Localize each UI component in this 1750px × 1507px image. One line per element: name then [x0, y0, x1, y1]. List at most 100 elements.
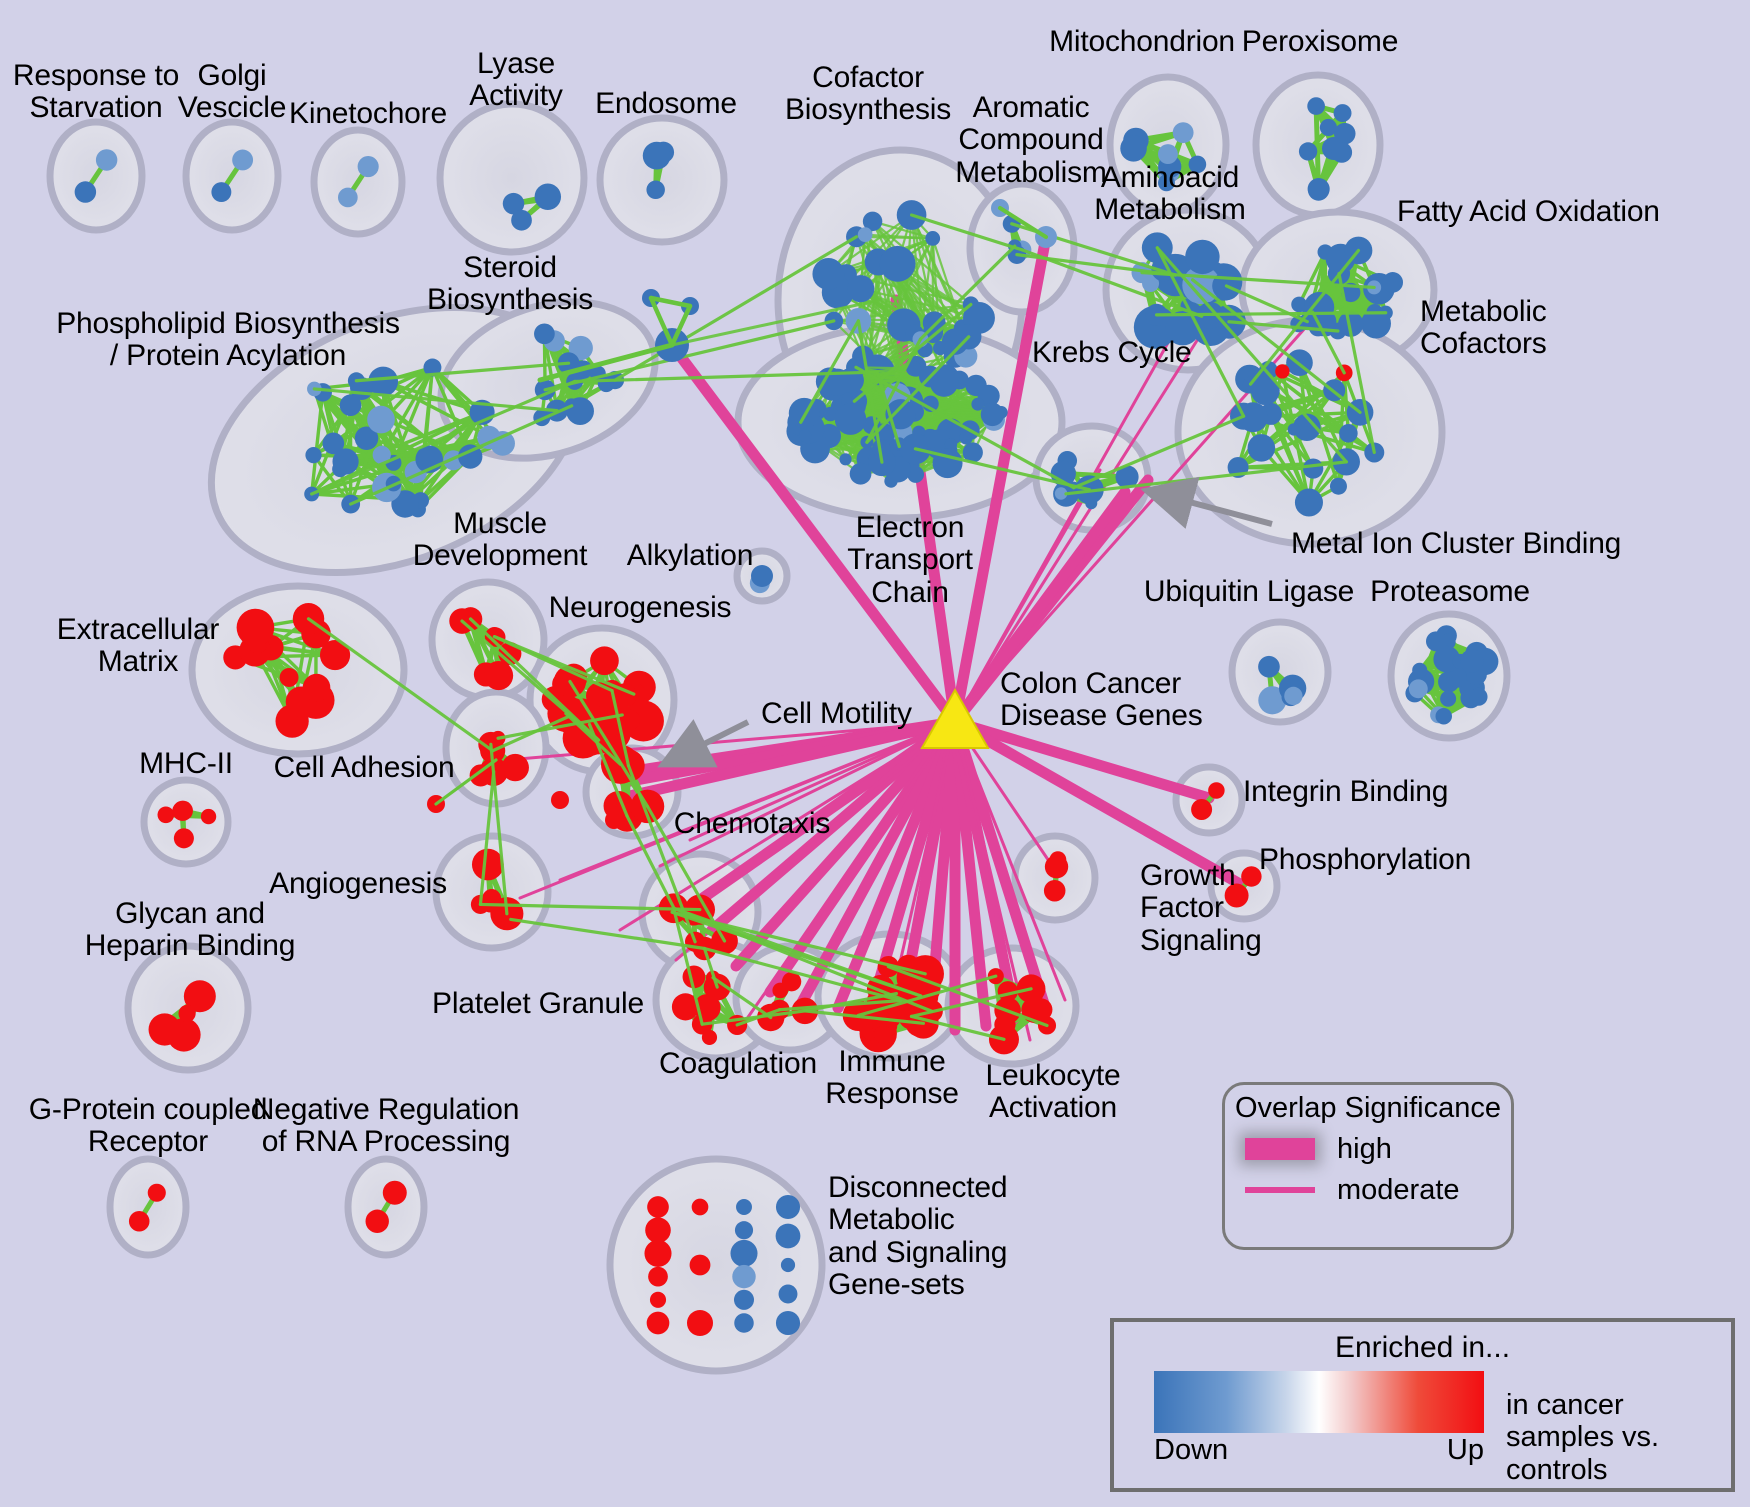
gene-set-node[interactable] [874, 1025, 893, 1044]
gene-set-node[interactable] [305, 447, 322, 464]
disconnected-gene-node[interactable] [778, 1284, 798, 1304]
gene-set-node[interactable] [879, 245, 916, 282]
gene-set-node[interactable] [423, 358, 442, 377]
gene-set-node[interactable] [148, 1013, 181, 1046]
disconnected-gene-node[interactable] [645, 1217, 671, 1243]
gene-set-node[interactable] [646, 180, 665, 200]
gene-set-node[interactable] [1319, 118, 1337, 137]
gene-set-node[interactable] [671, 993, 700, 1021]
gene-set-node[interactable] [847, 275, 875, 303]
gene-set-node[interactable] [534, 323, 555, 345]
gene-set-node[interactable] [929, 368, 959, 397]
gene-set-node[interactable] [994, 1013, 1016, 1036]
gene-set-node[interactable] [1241, 866, 1262, 887]
gene-set-node[interactable] [1054, 487, 1068, 500]
gene-set-node[interactable] [823, 368, 852, 396]
gene-set-node[interactable] [1298, 142, 1318, 161]
gene-set-node[interactable] [552, 671, 578, 697]
gene-set-node[interactable] [1224, 883, 1249, 908]
gene-set-node[interactable] [458, 444, 483, 469]
gene-set-node[interactable] [147, 1183, 166, 1202]
disconnected-gene-node[interactable] [686, 1309, 714, 1337]
gene-set-node[interactable] [1412, 662, 1428, 678]
gene-set-node[interactable] [1188, 155, 1207, 174]
gene-set-node[interactable] [1258, 686, 1287, 715]
disconnected-gene-node[interactable] [646, 1311, 670, 1335]
gene-set-node[interactable] [566, 397, 594, 425]
disconnected-gene-node[interactable] [732, 1264, 756, 1289]
bridge-node[interactable] [605, 811, 623, 829]
gene-set-node[interactable] [1446, 667, 1467, 688]
gene-set-node[interactable] [1435, 707, 1452, 725]
gene-set-node[interactable] [157, 806, 175, 824]
disconnected-gene-node[interactable] [648, 1266, 668, 1287]
gene-set-node[interactable] [1440, 690, 1457, 707]
gene-set-node[interactable] [781, 971, 802, 992]
gene-set-node[interactable] [1338, 311, 1364, 337]
gene-set-node[interactable] [1238, 402, 1268, 433]
gene-set-node[interactable] [562, 717, 604, 759]
gene-set-node[interactable] [172, 801, 192, 821]
gene-set-node[interactable] [862, 211, 883, 232]
gene-set-node[interactable] [502, 192, 525, 215]
gene-set-node[interactable] [1247, 434, 1276, 462]
gene-set-node[interactable] [812, 258, 845, 290]
gene-set-node[interactable] [906, 360, 922, 377]
gene-set-node[interactable] [1021, 997, 1047, 1023]
gene-set-node[interactable] [391, 490, 419, 518]
gene-set-node[interactable] [200, 808, 217, 825]
disconnected-gene-node[interactable] [644, 1239, 672, 1267]
gene-set-node[interactable] [1339, 424, 1358, 443]
gene-set-node[interactable] [372, 445, 391, 465]
gene-set-node[interactable] [319, 639, 351, 671]
gene-set-node[interactable] [839, 453, 852, 466]
disconnected-gene-node[interactable] [775, 1310, 801, 1336]
gene-set-node[interactable] [1307, 179, 1330, 201]
gene-set-node[interactable] [1293, 413, 1321, 442]
bridge-node[interactable] [751, 565, 773, 587]
gene-set-node[interactable] [322, 432, 345, 455]
disconnected-gene-node[interactable] [775, 1223, 801, 1249]
disconnected-gene-node[interactable] [649, 1291, 667, 1308]
gene-set-node[interactable] [1120, 135, 1147, 162]
gene-set-node[interactable] [1172, 122, 1194, 144]
gene-set-node[interactable] [1333, 104, 1352, 123]
gene-set-node[interactable] [1142, 274, 1160, 292]
gene-set-node[interactable] [1165, 310, 1200, 346]
gene-set-node[interactable] [367, 405, 395, 434]
gene-set-node[interactable] [128, 1210, 150, 1232]
gene-set-node[interactable] [183, 980, 216, 1013]
gene-set-node[interactable] [1185, 239, 1220, 275]
gene-set-node[interactable] [1044, 855, 1069, 879]
gene-set-node[interactable] [1250, 376, 1280, 406]
gene-set-node[interactable] [834, 403, 867, 435]
gene-set-node[interactable] [365, 1209, 389, 1233]
gene-set-node[interactable] [232, 149, 254, 171]
gene-set-node[interactable] [1258, 655, 1280, 678]
disconnected-gene-node[interactable] [780, 1257, 796, 1273]
gene-set-node[interactable] [357, 155, 379, 178]
disconnected-gene-node[interactable] [733, 1289, 755, 1310]
gene-set-node[interactable] [980, 402, 1005, 427]
gene-set-node[interactable] [1469, 687, 1488, 706]
disconnected-gene-node[interactable] [691, 1198, 709, 1216]
gene-set-node[interactable] [1191, 799, 1213, 821]
gene-set-node[interactable] [501, 753, 529, 782]
gene-set-node[interactable] [1275, 364, 1290, 379]
disconnected-gene-node[interactable] [736, 1199, 752, 1215]
gene-set-node[interactable] [964, 445, 981, 463]
gene-set-node[interactable] [279, 668, 299, 687]
gene-set-node[interactable] [925, 231, 941, 246]
gene-set-node[interactable] [339, 394, 362, 417]
gene-set-node[interactable] [95, 149, 118, 171]
gene-set-node[interactable] [944, 438, 958, 451]
gene-set-node[interactable] [1284, 686, 1303, 706]
gene-set-node[interactable] [1408, 679, 1428, 699]
gene-set-node[interactable] [590, 646, 619, 676]
gene-set-node[interactable] [568, 335, 593, 361]
gene-set-node[interactable] [642, 141, 671, 170]
colon-cancer-hub-node[interactable] [920, 687, 990, 749]
disconnected-gene-node[interactable] [734, 1313, 754, 1333]
gene-set-node[interactable] [537, 189, 557, 209]
gene-set-node[interactable] [1303, 458, 1324, 479]
